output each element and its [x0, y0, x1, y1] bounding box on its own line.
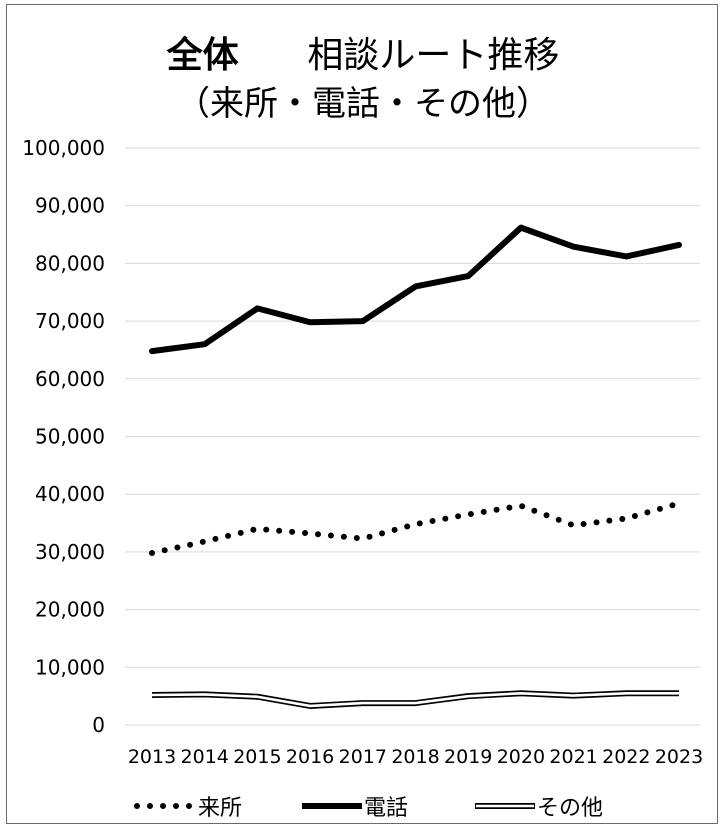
title-part-2: 相談ルート推移	[307, 35, 560, 76]
series-lines	[149, 224, 682, 709]
series-line-raisho	[149, 500, 682, 557]
x-tick-label: 2018	[391, 746, 439, 768]
y-tick-label: 90,000	[35, 194, 105, 218]
y-tick-label: 0	[92, 713, 105, 737]
y-tick-label: 60,000	[35, 367, 105, 391]
series-line-sonota-inner	[151, 691, 679, 708]
y-tick-label: 70,000	[35, 309, 105, 333]
x-tick-label: 2021	[549, 746, 597, 768]
y-tick-label: 80,000	[35, 251, 105, 275]
chart-subtitle: （来所・電話・その他）	[176, 84, 550, 124]
chart-frame	[6, 4, 718, 824]
x-tick-label: 2022	[602, 746, 650, 768]
legend-label-sonota: その他	[537, 796, 604, 821]
chart-title: 全体 相談ルート推移	[0, 26, 726, 78]
x-tick-label: 2016	[286, 746, 334, 768]
x-tick-label: 2020	[497, 746, 545, 768]
series-line-denwa	[149, 224, 682, 355]
x-tick-label: 2013	[128, 746, 176, 768]
y-axis-labels: 0 10,000 20,000 30,000 40,000 50,000 60,000 70,…	[22, 136, 105, 737]
legend-label-raisho: 来所	[198, 796, 243, 821]
gridlines	[125, 147, 700, 726]
y-tick-label: 10,000	[35, 655, 105, 679]
y-tick-label: 100,000	[22, 136, 105, 160]
y-tick-label: 20,000	[35, 598, 105, 622]
x-tick-label: 2019	[444, 746, 492, 768]
y-tick-label: 40,000	[35, 482, 105, 506]
legend-label-denwa: 電話	[364, 796, 409, 821]
x-tick-label: 2014	[181, 746, 229, 768]
y-tick-label: 50,000	[35, 425, 105, 449]
x-tick-label: 2023	[655, 746, 703, 768]
title-part-1: 全体	[166, 35, 239, 76]
y-tick-label: 30,000	[35, 540, 105, 564]
x-tick-label: 2015	[233, 746, 281, 768]
x-axis-labels: 2013 2014 2015 2016 2017 2018 2019 2020 2021 2022…	[128, 746, 703, 768]
x-tick-label: 2017	[339, 746, 387, 768]
